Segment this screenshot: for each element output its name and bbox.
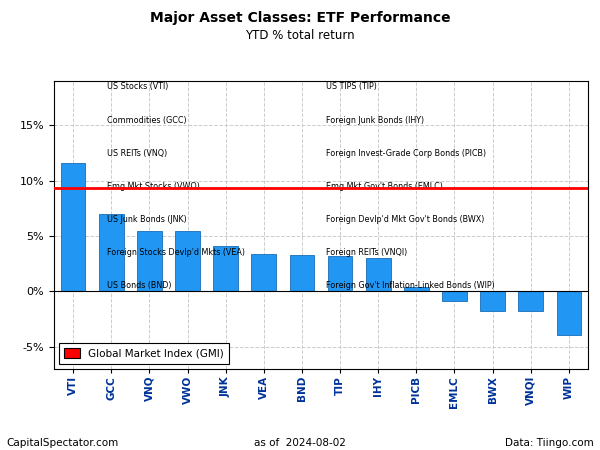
Bar (99, 214, 124, 292)
Bar (251, 254, 276, 292)
Text: US Stocks (VTI): US Stocks (VTI) (107, 82, 169, 91)
Bar (175, 231, 200, 292)
Text: Emg Mkt Gov't Bonds (EMLC): Emg Mkt Gov't Bonds (EMLC) (326, 182, 443, 191)
Text: Foreign Devlp'd Mkt Gov't Bonds (BWX): Foreign Devlp'd Mkt Gov't Bonds (BWX) (326, 215, 485, 224)
Text: Emg Mkt Stocks (VWO): Emg Mkt Stocks (VWO) (107, 182, 200, 191)
Text: Data: Tiingo.com: Data: Tiingo.com (505, 438, 594, 448)
Text: US TIPS (TIP): US TIPS (TIP) (326, 82, 377, 91)
Text: Foreign Junk Bonds (IHY): Foreign Junk Bonds (IHY) (326, 116, 424, 125)
Bar (518, 292, 543, 311)
Bar (404, 287, 429, 292)
Text: YTD % total return: YTD % total return (245, 29, 355, 42)
Legend: Global Market Index (GMI): Global Market Index (GMI) (59, 343, 229, 364)
Text: Major Asset Classes: ETF Performance: Major Asset Classes: ETF Performance (149, 11, 451, 25)
Text: Foreign Gov't Inflation-Linked Bonds (WIP): Foreign Gov't Inflation-Linked Bonds (WI… (326, 281, 495, 290)
Text: US REITs (VNQ): US REITs (VNQ) (107, 148, 167, 157)
Bar (137, 230, 162, 292)
Text: as of  2024-08-02: as of 2024-08-02 (254, 438, 346, 448)
Bar (557, 292, 581, 335)
Text: CapitalSpectator.com: CapitalSpectator.com (6, 438, 118, 448)
Text: Foreign Invest-Grade Corp Bonds (PICB): Foreign Invest-Grade Corp Bonds (PICB) (326, 148, 487, 157)
Bar (328, 256, 352, 292)
Bar (61, 163, 85, 292)
Text: Foreign Stocks Devlp'd Mkts (VEA): Foreign Stocks Devlp'd Mkts (VEA) (107, 248, 245, 257)
Text: Commodities (GCC): Commodities (GCC) (107, 116, 187, 125)
Text: Foreign REITs (VNQI): Foreign REITs (VNQI) (326, 248, 407, 257)
Bar (290, 255, 314, 292)
Text: US Junk Bonds (JNK): US Junk Bonds (JNK) (107, 215, 187, 224)
Bar (213, 246, 238, 292)
Bar (442, 292, 467, 302)
Bar (480, 292, 505, 311)
Text: US Bonds (BND): US Bonds (BND) (107, 281, 172, 290)
Bar (366, 258, 391, 292)
